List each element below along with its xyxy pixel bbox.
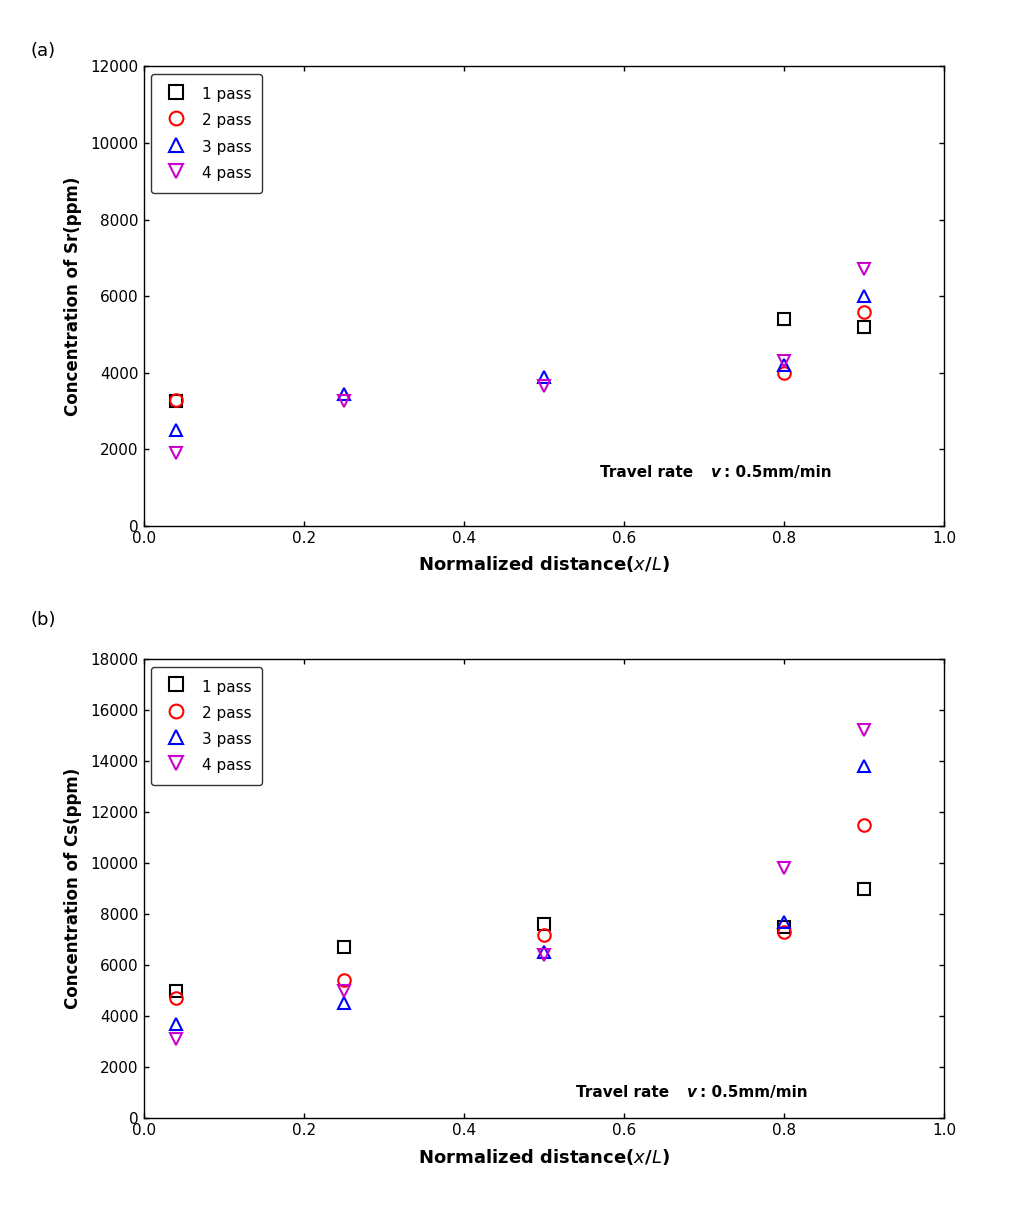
4 pass: [778, 861, 790, 875]
Line: 2 pass: 2 pass: [169, 305, 870, 406]
Line: 3 pass: 3 pass: [169, 759, 870, 1030]
3 pass: [858, 759, 870, 774]
Y-axis label: Concentration of Cs(ppm): Concentration of Cs(ppm): [65, 768, 82, 1010]
Text: : 0.5mm/min: : 0.5mm/min: [724, 465, 831, 480]
1 pass: [858, 319, 870, 334]
Line: 1 pass: 1 pass: [169, 313, 870, 407]
3 pass: [538, 370, 550, 384]
Line: 1 pass: 1 pass: [169, 883, 870, 997]
4 pass: [778, 354, 790, 369]
3 pass: [169, 423, 182, 438]
Text: v: v: [686, 1084, 697, 1100]
1 pass: [169, 983, 182, 997]
4 pass: [858, 262, 870, 277]
Text: : 0.5mm/min: : 0.5mm/min: [700, 1084, 807, 1100]
2 pass: [538, 927, 550, 942]
Text: Travel rate: Travel rate: [600, 465, 698, 480]
Text: v: v: [710, 465, 720, 480]
Legend: 1 pass, 2 pass, 3 pass, 4 pass: 1 pass, 2 pass, 3 pass, 4 pass: [151, 666, 262, 786]
1 pass: [778, 312, 790, 326]
Text: Travel rate: Travel rate: [576, 1084, 674, 1100]
1 pass: [538, 918, 550, 932]
X-axis label: Normalized distance($x$/$L$): Normalized distance($x$/$L$): [418, 554, 670, 574]
4 pass: [858, 723, 870, 737]
Line: 3 pass: 3 pass: [169, 290, 870, 436]
Line: 4 pass: 4 pass: [169, 264, 870, 459]
2 pass: [169, 392, 182, 406]
3 pass: [169, 1017, 182, 1031]
4 pass: [538, 378, 550, 393]
Y-axis label: Concentration of Sr(ppm): Concentration of Sr(ppm): [65, 177, 82, 416]
4 pass: [538, 948, 550, 962]
3 pass: [338, 996, 350, 1011]
Line: 2 pass: 2 pass: [169, 818, 870, 1005]
4 pass: [338, 983, 350, 997]
2 pass: [338, 973, 350, 988]
1 pass: [169, 394, 182, 409]
2 pass: [778, 365, 790, 380]
2 pass: [778, 925, 790, 939]
1 pass: [858, 881, 870, 896]
2 pass: [858, 817, 870, 832]
1 pass: [778, 920, 790, 935]
1 pass: [338, 941, 350, 955]
2 pass: [169, 991, 182, 1006]
3 pass: [538, 945, 550, 960]
Legend: 1 pass, 2 pass, 3 pass, 4 pass: 1 pass, 2 pass, 3 pass, 4 pass: [151, 74, 262, 193]
2 pass: [858, 305, 870, 319]
3 pass: [778, 358, 790, 372]
Text: (b): (b): [31, 611, 56, 629]
3 pass: [338, 387, 350, 401]
3 pass: [778, 914, 790, 929]
4 pass: [338, 394, 350, 409]
Text: (a): (a): [31, 42, 55, 60]
4 pass: [169, 1032, 182, 1047]
X-axis label: Normalized distance($x$/$L$): Normalized distance($x$/$L$): [418, 1146, 670, 1167]
Line: 4 pass: 4 pass: [169, 724, 870, 1046]
3 pass: [858, 289, 870, 303]
4 pass: [169, 446, 182, 461]
